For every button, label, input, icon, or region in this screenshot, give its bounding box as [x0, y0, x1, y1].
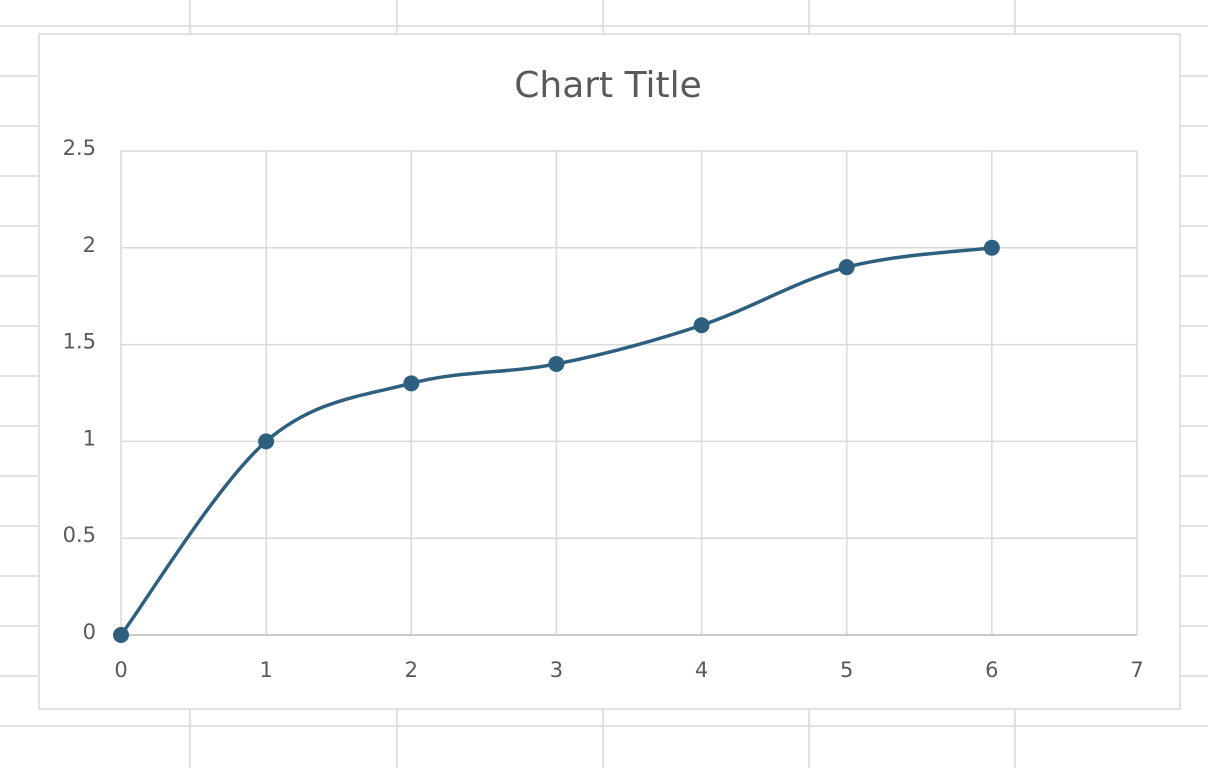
y-tick-label: 1.5 — [63, 330, 96, 354]
y-tick-label: 1 — [83, 426, 96, 450]
x-tick-label: 1 — [259, 658, 272, 682]
x-tick-label: 6 — [985, 658, 998, 682]
y-tick-label: 2.5 — [63, 136, 96, 160]
chart-title: Chart Title — [514, 65, 702, 106]
marker — [693, 317, 710, 334]
x-tick-label: 4 — [695, 658, 708, 682]
marker — [983, 239, 1000, 256]
x-tick-label: 2 — [405, 658, 418, 682]
x-tick-label: 5 — [840, 658, 853, 682]
y-tick-label: 0 — [83, 620, 96, 644]
chart-area — [38, 33, 1181, 710]
marker — [113, 627, 129, 643]
x-tick-label: 0 — [114, 658, 127, 682]
y-tick-label: 0.5 — [63, 523, 96, 547]
marker — [838, 259, 855, 276]
x-tick-label: 7 — [1130, 658, 1143, 682]
marker — [403, 375, 420, 392]
x-tick-label: 3 — [550, 658, 563, 682]
marker — [548, 355, 565, 372]
y-tick-label: 2 — [83, 233, 96, 257]
marker — [258, 433, 275, 450]
